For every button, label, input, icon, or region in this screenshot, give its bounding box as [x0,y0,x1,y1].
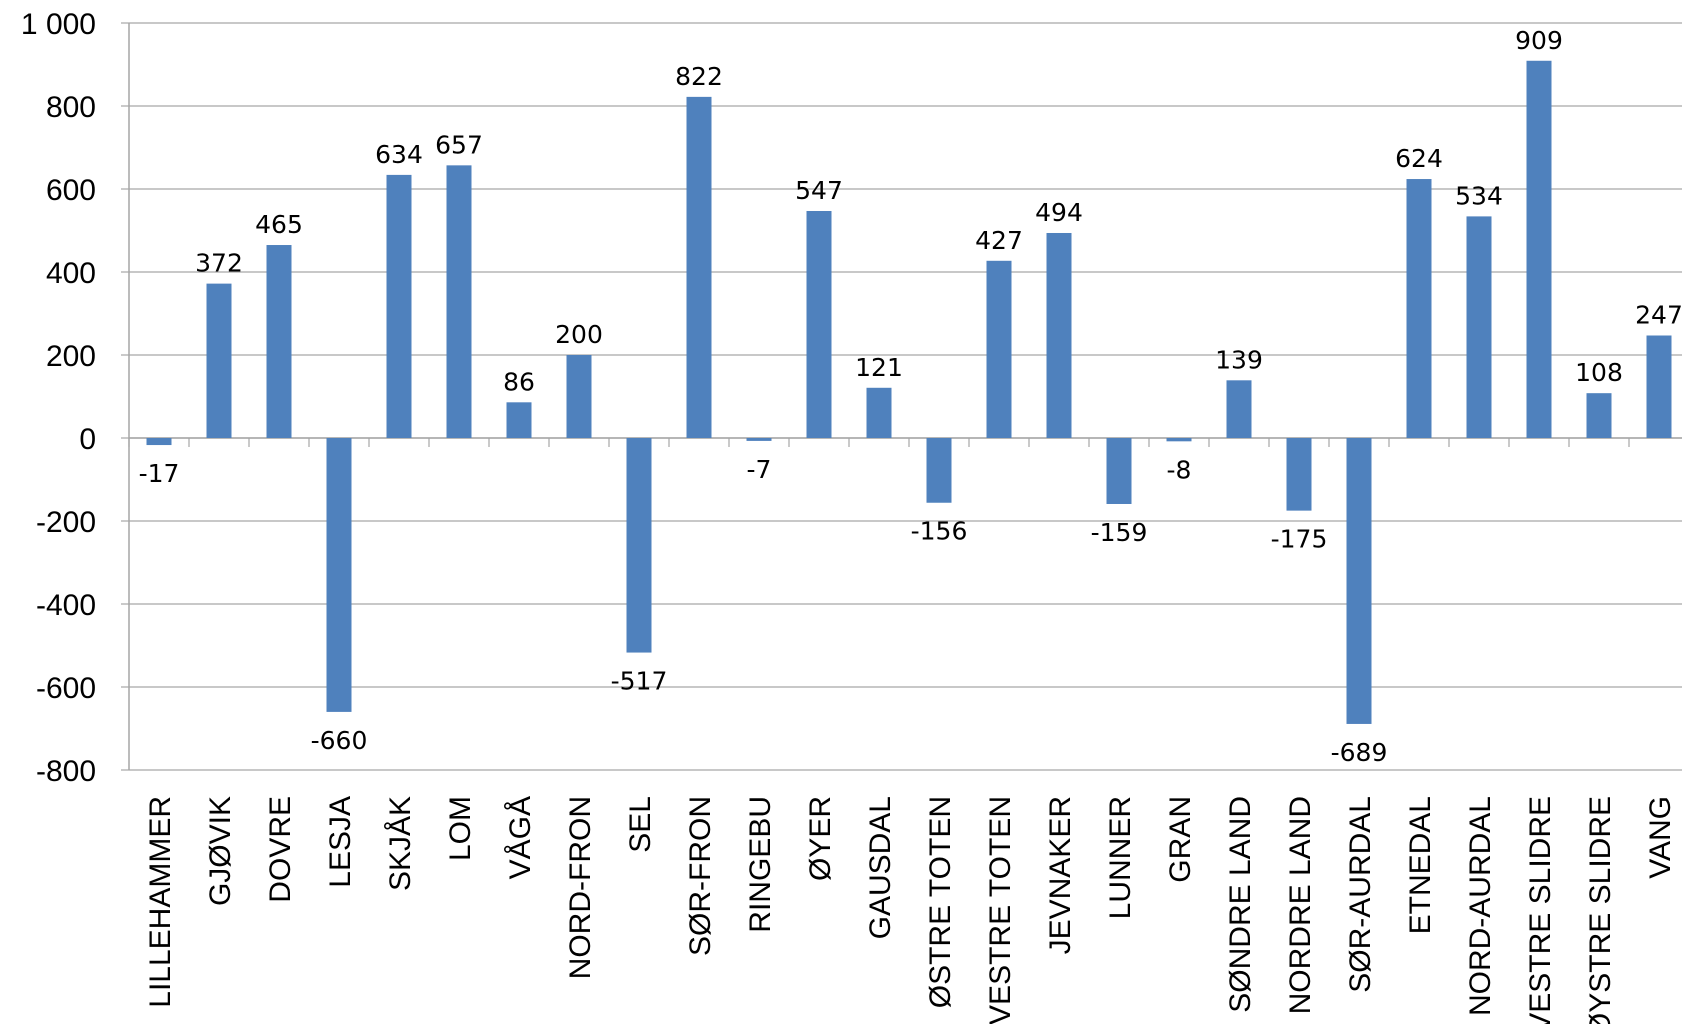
x-axis-category-labels: LILLEHAMMER GJØVIK DOVRE LESJA SKJÅK LOM VÅGÅ N… [144,796,1677,1024]
bar [506,402,532,438]
data-label: 624 [1395,144,1443,173]
axes [121,22,1682,771]
category-label: NORD-AURDAL [1464,796,1497,1016]
bar [1646,335,1672,438]
data-label: -175 [1271,525,1328,554]
bar [386,174,412,438]
bar [566,355,592,438]
bar [1106,438,1132,504]
bar [1286,438,1312,511]
category-label: NORDRE LAND [1284,796,1317,1014]
data-label: 822 [675,62,723,91]
category-label: VESTRE TOTEN [984,796,1017,1024]
data-label: -159 [1091,518,1148,547]
bar [746,438,772,441]
bar [206,283,232,438]
bar [266,245,292,438]
category-label: ØYER [804,796,837,881]
data-label: 547 [795,176,843,205]
bar [1346,438,1372,724]
bars [146,60,1672,724]
category-label: SKJÅK [384,796,417,891]
data-label: 465 [255,210,303,239]
category-label: VANG [1644,796,1677,879]
y-tick-label: 200 [46,340,96,373]
category-label: LOM [444,796,477,861]
y-tick-label: 800 [46,91,96,124]
data-label: 372 [195,249,243,278]
y-tick-label: 1 000 [21,8,96,41]
category-label: SEL [624,796,657,853]
y-tick-label: -400 [36,589,96,622]
bar [1226,380,1252,438]
data-label: -660 [311,726,368,755]
data-label: 427 [975,226,1023,255]
data-label: -17 [139,459,180,488]
data-label: -7 [747,455,772,484]
category-label: SØNDRE LAND [1224,796,1257,1013]
y-tick-label: 400 [46,257,96,290]
y-tick-label: -600 [36,672,96,705]
y-tick-label: -200 [36,506,96,539]
category-label: GRAN [1164,796,1197,883]
bar [1046,232,1072,438]
data-labels: -17 372 465 -660 634 657 86 200 -517 822 -7 547 121 -… [139,26,1682,767]
category-label: DOVRE [264,796,297,903]
category-label: VÅGÅ [504,796,537,879]
category-label: NORD-FRON [564,796,597,979]
category-label: SØR-FRON [684,796,717,956]
category-label: ETNEDAL [1404,796,1437,934]
bar [1526,60,1552,438]
bar [1406,179,1432,439]
category-label: VESTRE SLIDRE [1524,796,1557,1024]
data-label: 634 [375,140,423,169]
category-label: JEVNAKER [1044,796,1077,954]
bar [686,96,712,439]
category-label: ØSTRE TOTEN [924,796,957,1008]
category-label: ØYSTRE SLIDRE [1584,796,1617,1024]
data-label: -8 [1167,455,1192,484]
data-label: 139 [1215,345,1263,374]
category-label: RINGEBU [744,796,777,933]
category-label: LILLEHAMMER [144,796,177,1008]
category-label: SØR-AURDAL [1344,796,1377,993]
bar [806,210,832,438]
y-tick-label: -800 [36,755,96,788]
data-label: -156 [911,517,968,546]
bar [1166,438,1192,442]
category-label: LUNNER [1104,796,1137,919]
category-label: GJØVIK [204,796,237,906]
data-label: 86 [503,367,535,396]
category-label: GAUSDAL [864,796,897,939]
y-axis-tick-labels: 1 000 800 600 400 200 0 -200 -400 -600 -800 [21,8,96,788]
bar [1466,216,1492,438]
y-tick-label: 600 [46,174,96,207]
bar [986,260,1012,438]
data-label: 494 [1035,198,1083,227]
data-label: 108 [1575,358,1623,387]
bar [626,438,652,653]
gridlines [129,22,1682,771]
bar [1586,393,1612,438]
bar [326,438,352,712]
y-tick-label: 0 [79,423,96,456]
data-label: 909 [1515,26,1563,55]
data-label: 200 [555,320,603,349]
bar [146,438,172,446]
data-label: -517 [611,667,668,696]
data-label: 121 [855,353,903,382]
bar [926,438,952,503]
data-label: -689 [1331,738,1388,767]
data-label: 534 [1455,181,1503,210]
bar [866,387,892,438]
data-label: 657 [435,130,483,159]
bar [446,165,472,438]
data-label: 247 [1635,300,1682,329]
category-label: LESJA [324,796,357,888]
